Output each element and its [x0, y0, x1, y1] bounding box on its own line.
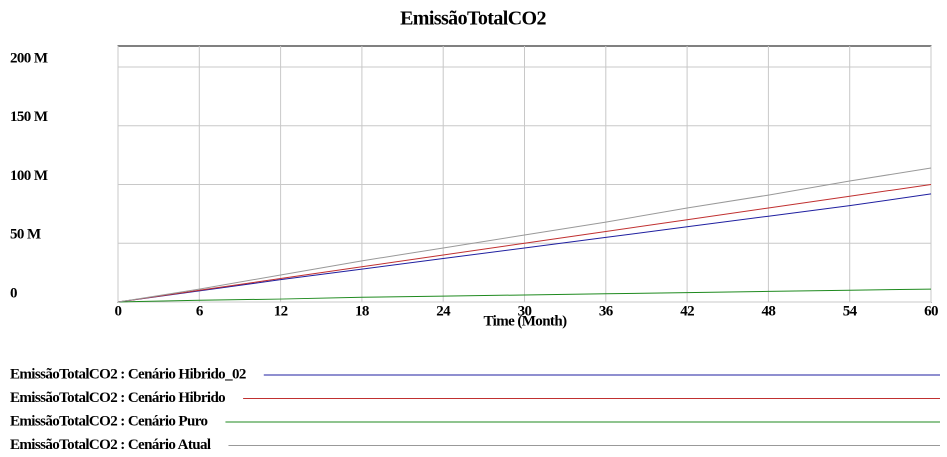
- y-tick-label: 0: [10, 285, 17, 301]
- series-line: [117, 184, 932, 303]
- x-tick-label: 18: [355, 303, 369, 319]
- x-tick-label: 42: [680, 303, 694, 319]
- legend-label: EmissãoTotalCO2 : Cenário Hibrido: [10, 390, 225, 406]
- y-tick-label: 150 M: [10, 109, 48, 125]
- x-tick-label: 48: [761, 303, 775, 319]
- legend-label: EmissãoTotalCO2 : Cenário Atual: [10, 437, 211, 453]
- x-tick-label: 0: [115, 303, 122, 319]
- y-tick-label: 50 M: [10, 227, 41, 243]
- legend-label: EmissãoTotalCO2 : Cenário Puro: [10, 413, 208, 429]
- x-tick-label: 12: [274, 303, 288, 319]
- y-tick-label: 100 M: [10, 168, 48, 184]
- x-tick-label: 54: [843, 303, 858, 319]
- x-axis-label: Time (Month): [484, 313, 568, 329]
- x-tick-label: 60: [924, 303, 938, 319]
- x-tick-label: 36: [599, 303, 614, 319]
- y-tick-label: 200 M: [10, 50, 48, 66]
- x-tick-label: 24: [436, 303, 451, 319]
- series-line: [117, 167, 932, 303]
- x-tick-label: 6: [196, 303, 204, 319]
- series-line: [117, 193, 932, 303]
- legend-label: EmissãoTotalCO2 : Cenário Hibrido_02: [10, 366, 246, 382]
- chart-title: EmissãoTotalCO2: [400, 8, 546, 30]
- series-line: [117, 288, 932, 303]
- x-tick-label: 30: [518, 303, 532, 319]
